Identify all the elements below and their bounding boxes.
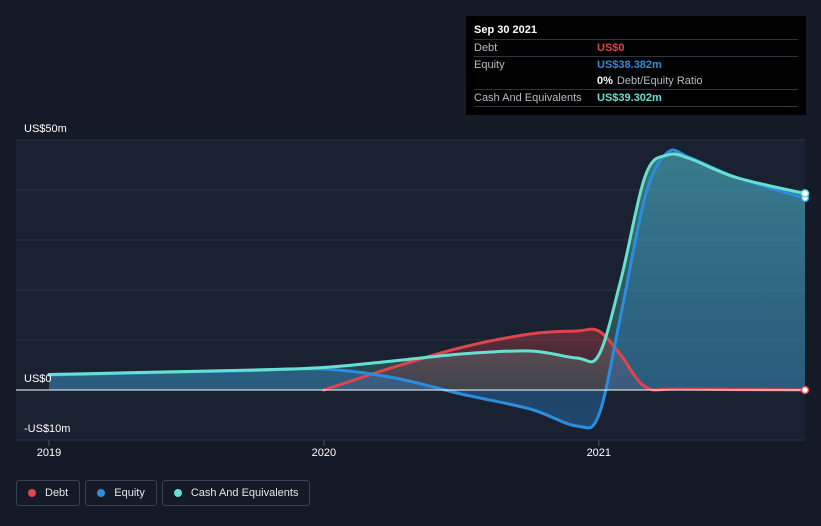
- legend-label-cash: Cash And Equivalents: [190, 487, 299, 499]
- legend-item-equity[interactable]: Equity: [85, 480, 157, 506]
- tooltip-row-debt: Debt US$0: [474, 39, 798, 56]
- series-areas: [49, 150, 805, 428]
- tooltip-equity-label: Equity: [474, 59, 505, 71]
- tooltip-row-ratio: 0% Debt/Equity Ratio: [474, 73, 798, 89]
- series-lines: [47, 148, 807, 430]
- tooltip-debt-value: US$0: [597, 42, 625, 54]
- tooltip-ratio-spacer: [474, 73, 597, 89]
- legend-item-cash[interactable]: Cash And Equivalents: [161, 480, 311, 506]
- y-tick-label: -US$10m: [24, 423, 70, 435]
- chart-legend: Debt Equity Cash And Equivalents: [16, 480, 315, 506]
- tooltip-ratio-value: 0%: [597, 75, 613, 87]
- x-tick-label: 2021: [587, 447, 611, 459]
- y-axis-labels: US$50m US$0 -US$10m: [24, 123, 70, 435]
- tooltip-row-cash: Cash And Equivalents US$39.302m: [474, 89, 798, 107]
- x-tick-label: 2019: [37, 447, 61, 459]
- tooltip-debt-label: Debt: [474, 42, 498, 54]
- cash-dot-icon: [173, 489, 182, 497]
- cash-line: [47, 152, 807, 376]
- equity-dot-icon: [97, 489, 106, 497]
- gridlines: [16, 139, 805, 441]
- y-tick-label: US$50m: [24, 123, 67, 135]
- debt-dot-icon: [28, 489, 36, 497]
- x-axis-labels: 2019 2020 2021: [37, 440, 611, 459]
- tooltip-equity-value: US$38.382m: [597, 59, 662, 71]
- tooltip-cash-label: Cash And Equivalents: [474, 92, 582, 104]
- legend-label-equity: Equity: [114, 487, 145, 499]
- data-tooltip: Sep 30 2021 Debt US$0 Equity US$38.382m …: [466, 16, 806, 115]
- debt-endpoint: [800, 385, 810, 395]
- debt-area: [323, 329, 805, 391]
- y-tick-label: US$0: [24, 373, 52, 385]
- cash-endpoint: [800, 189, 810, 198]
- tooltip-date: Sep 30 2021: [474, 24, 537, 36]
- legend-item-debt[interactable]: Debt: [16, 480, 81, 506]
- x-tick-label: 2020: [312, 447, 336, 459]
- series-endpoints: [800, 189, 810, 395]
- tooltip-row-equity: Equity US$38.382m: [474, 56, 798, 73]
- legend-label-debt: Debt: [45, 487, 69, 499]
- tooltip-ratio-label: Debt/Equity Ratio: [616, 75, 703, 87]
- equity-area: [49, 150, 805, 428]
- cash-area: [49, 153, 805, 390]
- tooltip-cash-value: US$39.302m: [597, 92, 662, 104]
